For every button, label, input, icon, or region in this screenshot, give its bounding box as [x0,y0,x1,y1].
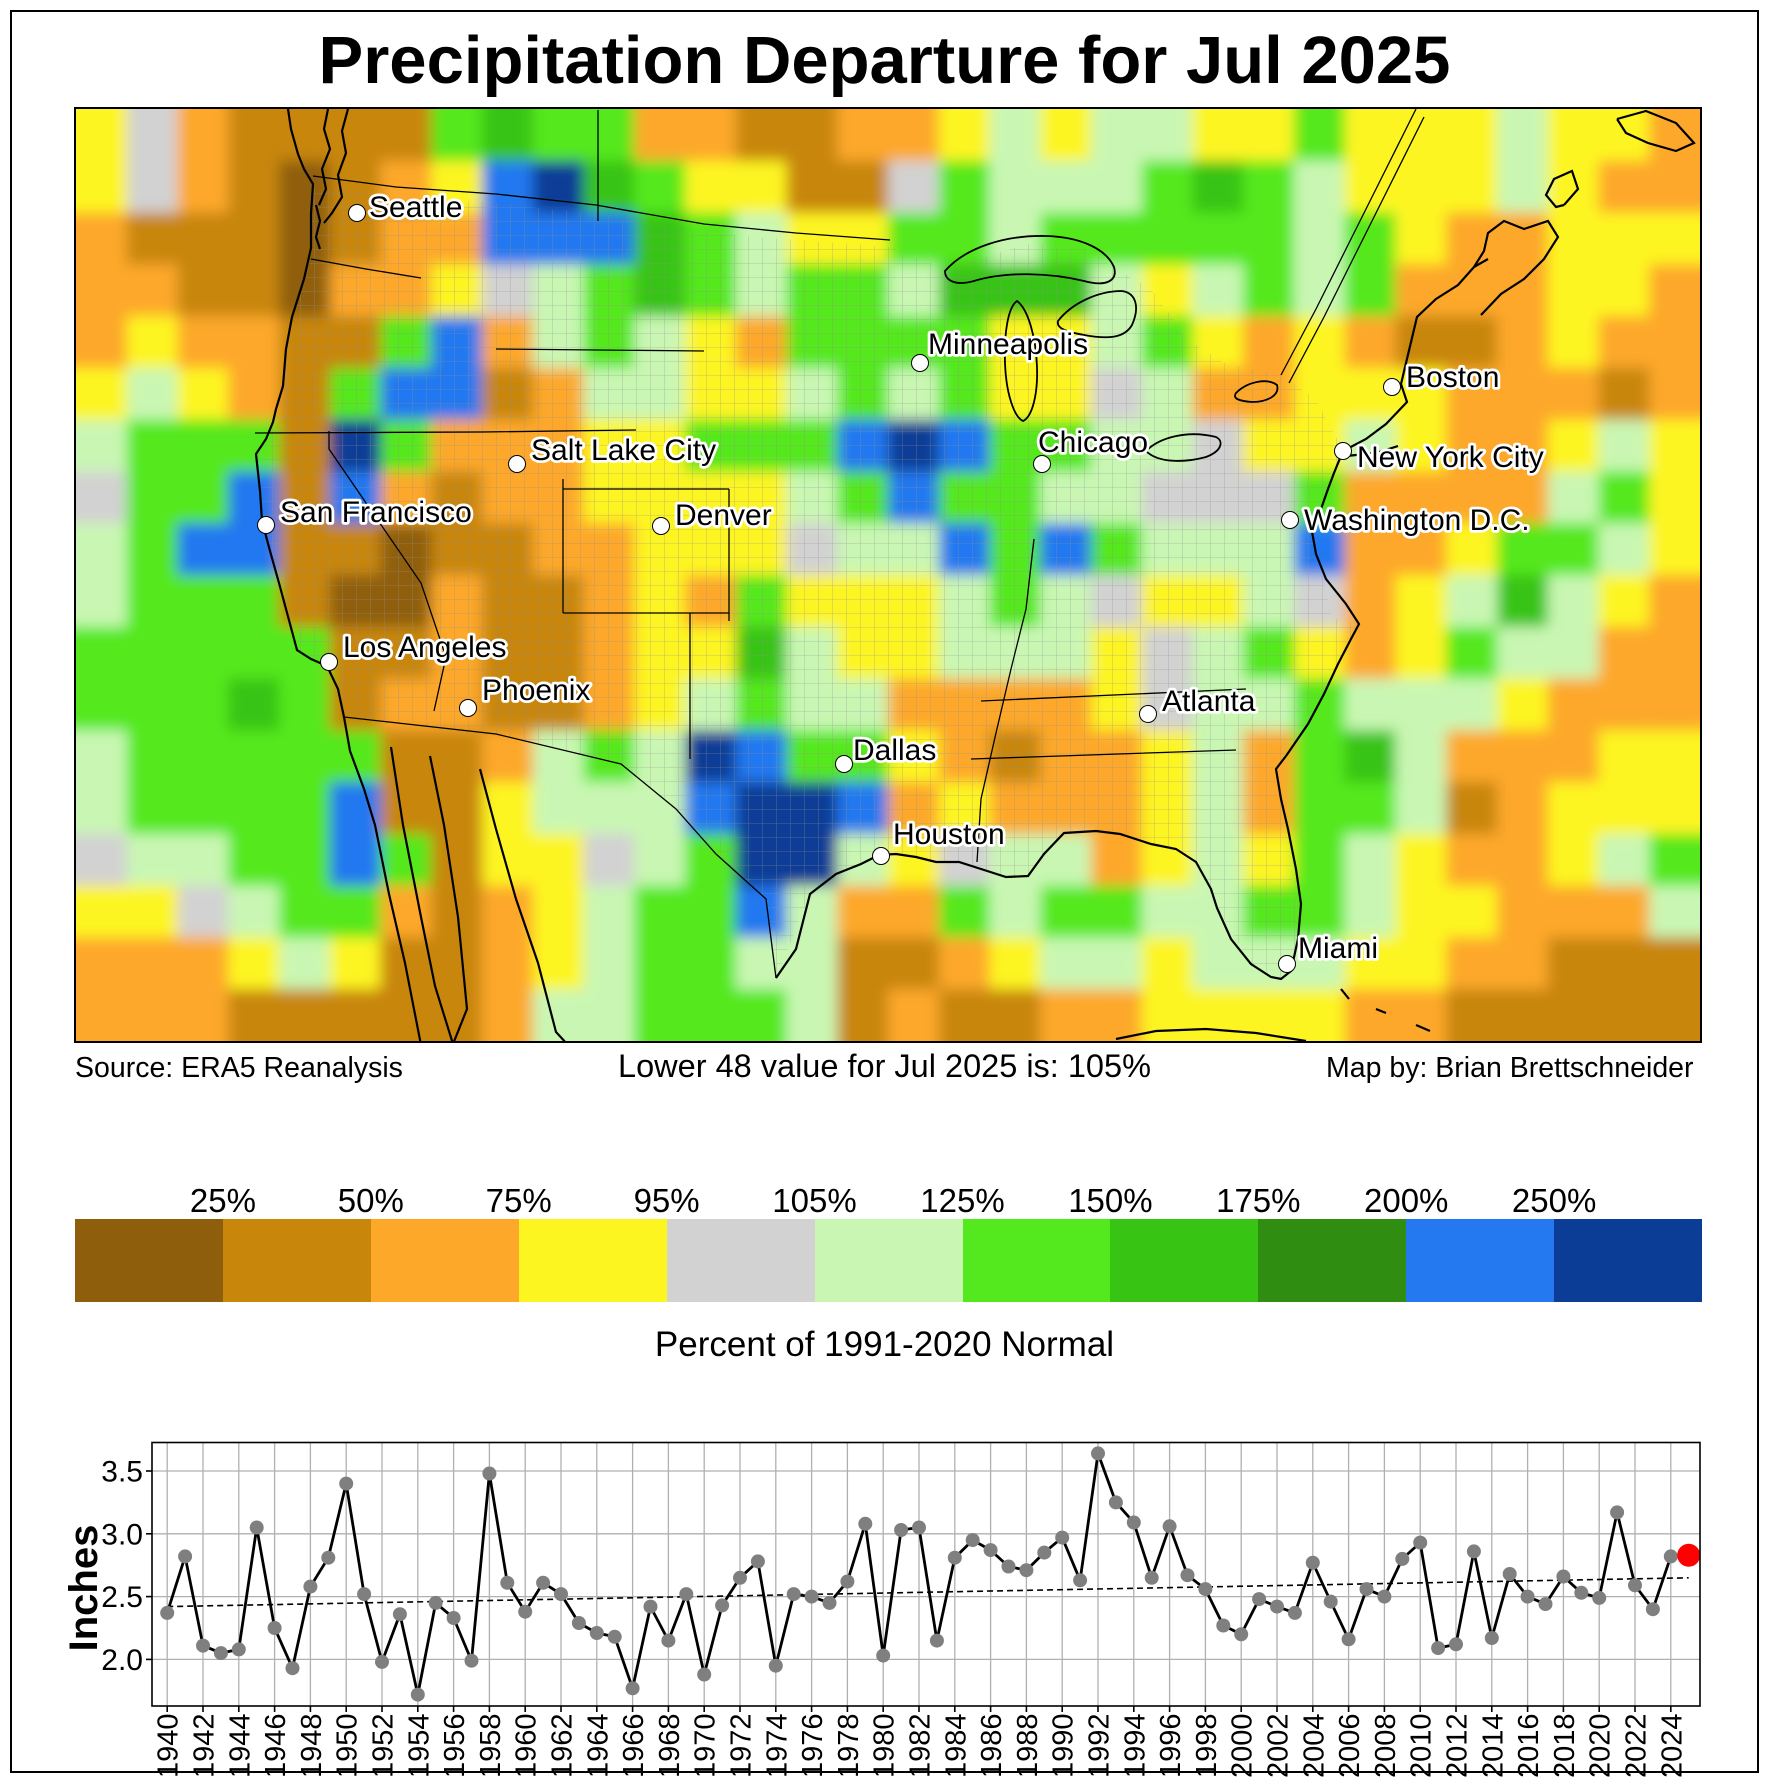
svg-text:Atlanta: Atlanta [1162,685,1256,718]
svg-text:Miami: Miami [1298,932,1378,965]
svg-text:1956: 1956 [439,1713,471,1778]
svg-text:Los Angeles: Los Angeles [343,631,506,664]
svg-text:2022: 2022 [1621,1713,1653,1778]
svg-text:2006: 2006 [1334,1713,1366,1778]
svg-text:1972: 1972 [726,1713,758,1778]
svg-text:New York City: New York City [1357,441,1544,474]
svg-text:Dallas: Dallas [853,734,936,767]
svg-text:Chicago: Chicago [1038,426,1148,459]
svg-text:1980: 1980 [869,1713,901,1778]
svg-text:2016: 2016 [1513,1713,1545,1778]
svg-text:2024: 2024 [1656,1713,1688,1778]
svg-text:3.5: 3.5 [101,1456,143,1489]
svg-text:San Francisco: San Francisco [280,496,472,529]
svg-text:1954: 1954 [403,1713,435,1778]
svg-text:Minneapolis: Minneapolis [928,328,1088,361]
svg-text:1988: 1988 [1012,1713,1044,1778]
svg-text:1944: 1944 [224,1713,256,1778]
svg-text:1986: 1986 [976,1713,1008,1778]
svg-text:1976: 1976 [797,1713,829,1778]
svg-text:1978: 1978 [833,1713,865,1778]
svg-text:2012: 2012 [1442,1713,1474,1778]
svg-text:1962: 1962 [547,1713,579,1778]
svg-text:Denver: Denver [675,499,772,532]
svg-text:1990: 1990 [1048,1713,1080,1778]
svg-text:1942: 1942 [189,1713,221,1778]
svg-text:2014: 2014 [1477,1713,1509,1778]
svg-text:1960: 1960 [511,1713,543,1778]
svg-text:1984: 1984 [940,1713,972,1778]
svg-text:1996: 1996 [1155,1713,1187,1778]
svg-text:1992: 1992 [1084,1713,1116,1778]
svg-text:1994: 1994 [1119,1713,1151,1778]
svg-text:1964: 1964 [582,1713,614,1778]
svg-text:Seattle: Seattle [369,191,462,224]
svg-text:3.0: 3.0 [101,1518,143,1551]
svg-text:2002: 2002 [1263,1713,1295,1778]
svg-text:1950: 1950 [332,1713,364,1778]
svg-text:2.0: 2.0 [101,1644,143,1677]
svg-text:1966: 1966 [618,1713,650,1778]
svg-text:Washington D.C.: Washington D.C. [1304,504,1530,537]
svg-text:1968: 1968 [654,1713,686,1778]
svg-text:1970: 1970 [690,1713,722,1778]
svg-text:2.5: 2.5 [101,1581,143,1614]
svg-text:1998: 1998 [1191,1713,1223,1778]
svg-text:Salt Lake City: Salt Lake City [531,434,716,467]
svg-text:1974: 1974 [761,1713,793,1778]
svg-text:Boston: Boston [1406,361,1499,394]
svg-text:1952: 1952 [368,1713,400,1778]
svg-text:Houston: Houston [893,818,1005,851]
svg-text:2020: 2020 [1585,1713,1617,1778]
svg-text:1946: 1946 [260,1713,292,1778]
svg-text:2000: 2000 [1227,1713,1259,1778]
svg-text:1948: 1948 [296,1713,328,1778]
svg-text:2008: 2008 [1370,1713,1402,1778]
svg-text:2018: 2018 [1549,1713,1581,1778]
svg-text:Phoenix: Phoenix [482,674,590,707]
svg-text:1982: 1982 [905,1713,937,1778]
svg-text:Inches: Inches [62,1525,106,1652]
svg-text:2010: 2010 [1406,1713,1438,1778]
svg-text:2004: 2004 [1298,1713,1330,1778]
svg-text:1940: 1940 [153,1713,185,1778]
svg-text:1958: 1958 [475,1713,507,1778]
